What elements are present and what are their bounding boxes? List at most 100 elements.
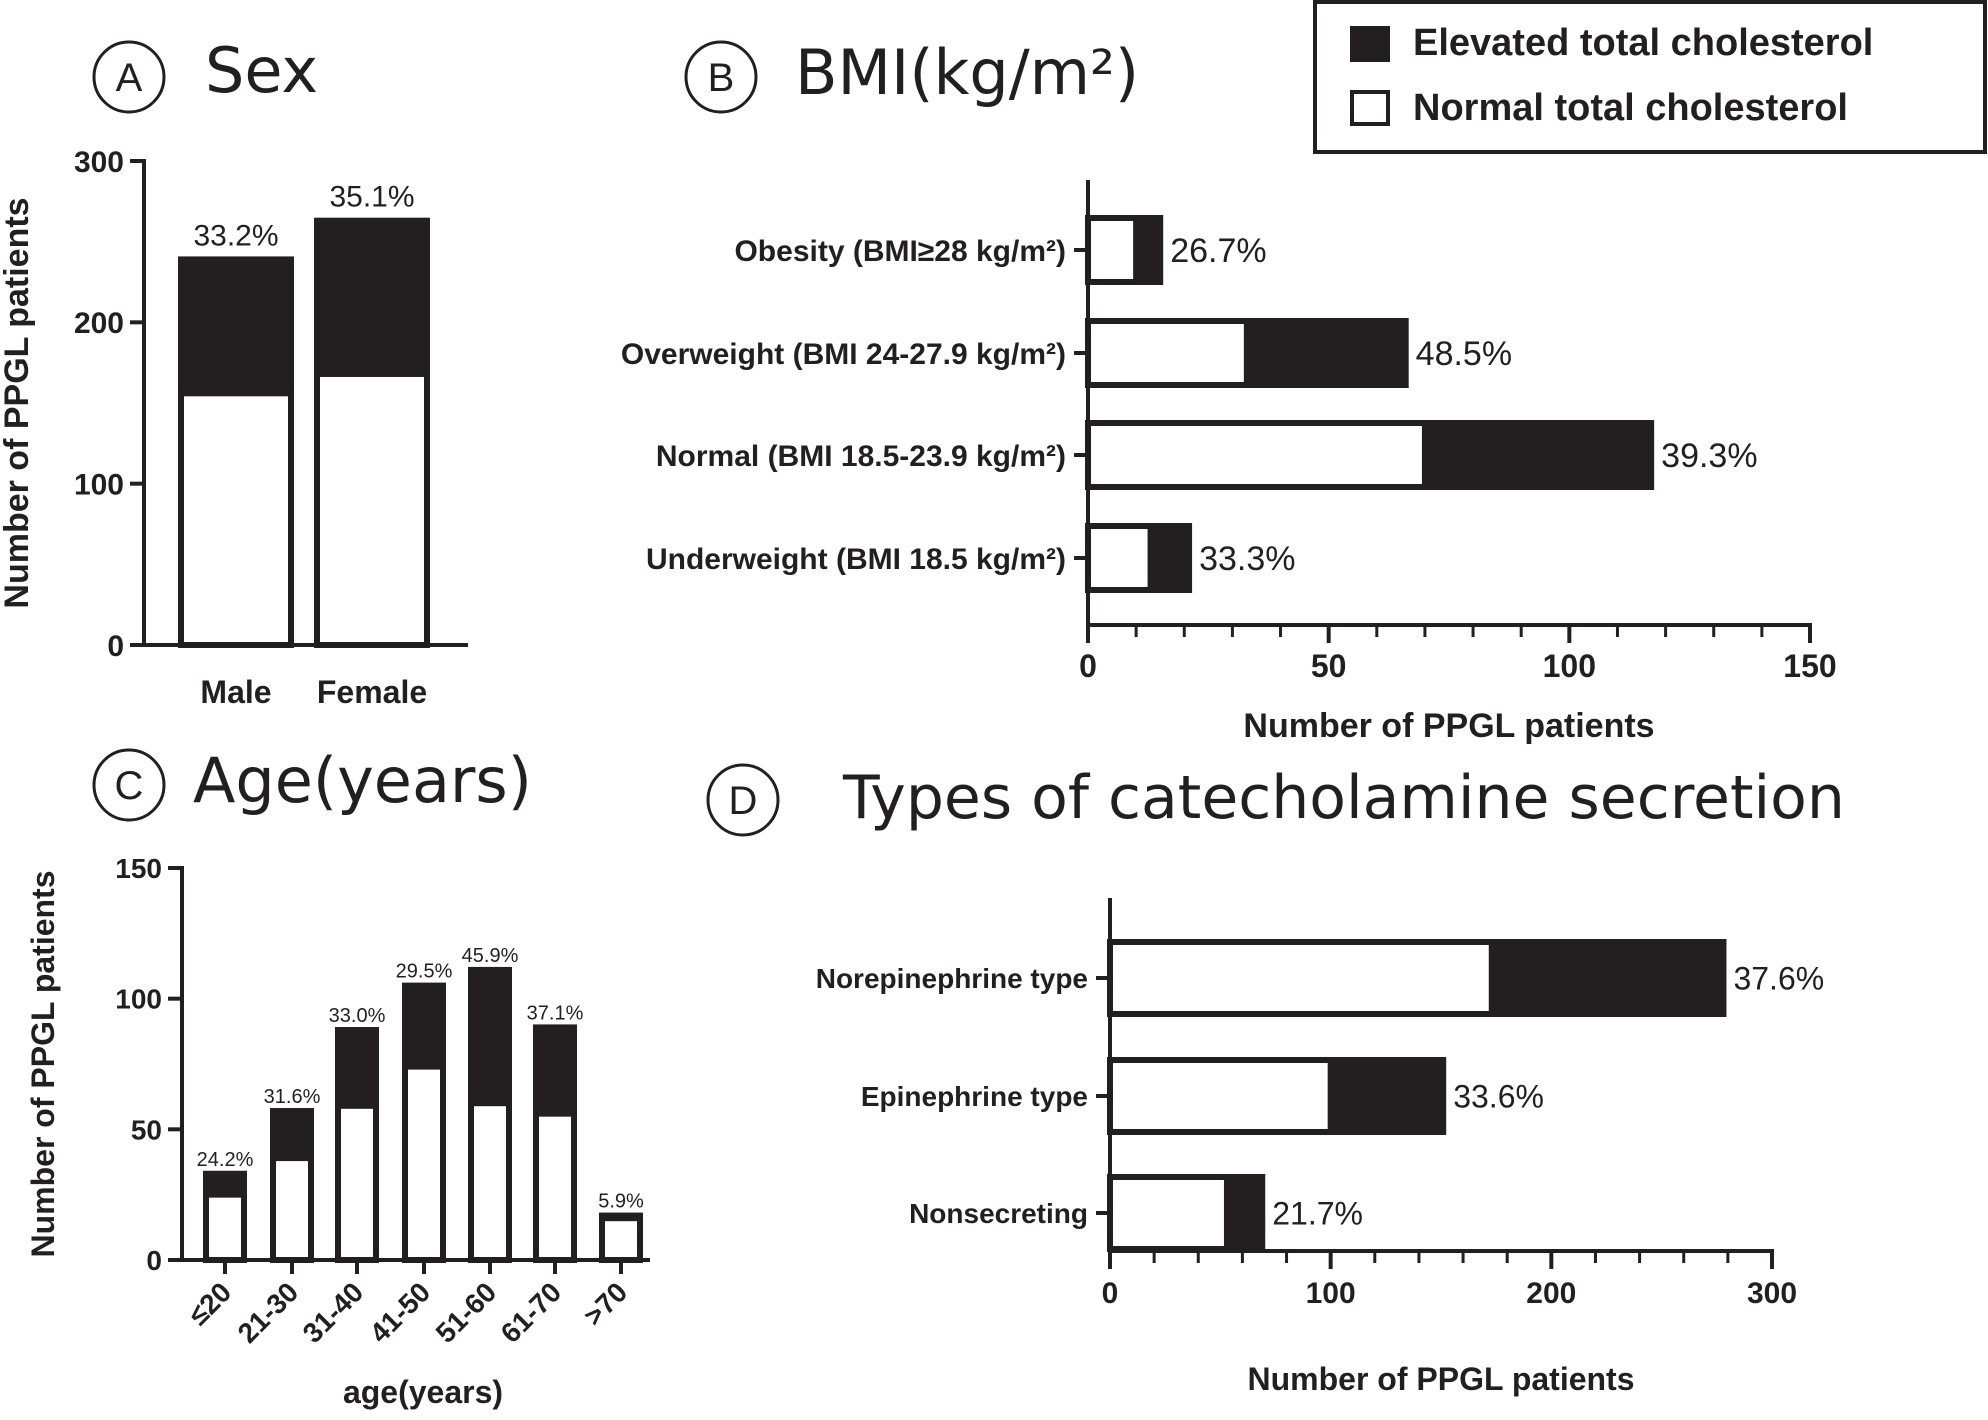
bar-elevated-21-30 — [270, 1108, 314, 1162]
bar-elevated-51-60 — [468, 966, 512, 1107]
bar-normal-41-50 — [402, 1063, 446, 1263]
bar-percent-label: 33.3% — [1199, 540, 1295, 578]
bar-percent-label: 45.9% — [462, 945, 519, 967]
y-tick-label: 200 — [74, 307, 124, 340]
x-tick-label: 0 — [1102, 1277, 1119, 1310]
y-axis-title: Number of PPGL patients — [25, 870, 61, 1257]
panel-b-letter: B — [708, 56, 735, 100]
bar-normal-underweight-bmi-18-5-kg-m — [1085, 523, 1154, 593]
panel-c-header: C Age(years) — [92, 744, 532, 822]
panel-a-letter: A — [116, 56, 143, 100]
panel-d-header: D Types of catecholamine secretion — [706, 763, 1845, 837]
bar-percent-label: 37.6% — [1733, 961, 1824, 997]
panel-b-header: B BMI(kg/m²) — [684, 36, 1139, 114]
panel-d-letter: D — [729, 779, 758, 823]
legend-label-normal: Normal total cholesterol — [1413, 87, 1848, 129]
chart-sex: 0 100 200 300 Number of PPGL patients 33.2% Ma… — [0, 146, 468, 710]
x-tick-label: 31-40 — [297, 1276, 370, 1349]
bar-percent-label: 24.2% — [197, 1149, 254, 1171]
bar-normal-51-60 — [468, 1100, 512, 1263]
bar-normal-female — [314, 370, 430, 648]
x-tick-label: Female — [317, 674, 427, 710]
bar-elevated-31-40 — [335, 1027, 379, 1109]
x-axis-title: Number of PPGL patients — [1243, 707, 1654, 745]
bar-elevated-epinephrine-type — [1327, 1057, 1447, 1135]
chart-bmi: 0 50 100 150 Number of PPGL patients 26.7% Obe… — [621, 180, 1837, 745]
bar-elevated-61-70 — [533, 1024, 577, 1117]
y-tick-label: 0 — [146, 1245, 162, 1276]
y-tick-label: Underweight (BMI 18.5 kg/m²) — [646, 543, 1066, 576]
y-tick-label: 150 — [115, 853, 162, 884]
y-tick-label: Epinephrine type — [861, 1081, 1088, 1112]
legend-swatch-normal — [1350, 90, 1390, 126]
bar-percent-label: 37.1% — [527, 1002, 584, 1024]
bar-percent-label: 33.6% — [1453, 1079, 1544, 1115]
y-tick-label: 50 — [131, 1114, 162, 1145]
bar-percent-label: 33.2% — [193, 219, 278, 252]
bar-elevated-20 — [203, 1170, 247, 1198]
y-tick-label: 100 — [74, 468, 124, 501]
x-axis-title: Number of PPGL patients — [1247, 1361, 1634, 1397]
bar-normal-70 — [599, 1215, 643, 1263]
y-tick-label: 300 — [74, 146, 124, 179]
bar-percent-label: 31.6% — [264, 1086, 321, 1108]
bar-percent-label: 33.0% — [329, 1005, 386, 1027]
panel-c-letter: C — [115, 764, 144, 808]
x-tick-label: 150 — [1783, 648, 1836, 684]
bar-elevated-male — [178, 256, 294, 397]
x-tick-label: 51-60 — [430, 1276, 503, 1349]
panel-a-title: Sex — [205, 34, 318, 107]
panel-c-circle — [92, 748, 166, 822]
bar-normal-20 — [203, 1191, 247, 1263]
bar-percent-label: 35.1% — [329, 181, 414, 214]
legend: Elevated total cholesterol Normal total … — [1313, 0, 1987, 154]
y-axis-title: Number of PPGL patients — [0, 197, 36, 608]
bar-normal-normal-bmi-18-5-23-9-kg-m — [1085, 420, 1428, 490]
x-axis-title: age(years) — [343, 1374, 503, 1410]
bar-percent-label: 29.5% — [396, 961, 453, 983]
bar-elevated-normal-bmi-18-5-23-9-kg-m — [1421, 420, 1655, 490]
panel-a-circle — [92, 40, 166, 114]
x-tick-label: >70 — [578, 1276, 634, 1332]
bar-percent-label: 39.3% — [1661, 437, 1757, 475]
bar-normal-61-70 — [533, 1110, 577, 1263]
chart-catecholamine: 0 100 200 300 Number of PPGL patients 37.6% No… — [816, 898, 1824, 1397]
bar-elevated-norepinephrine-type — [1488, 939, 1727, 1017]
y-tick-label: Norepinephrine type — [816, 963, 1088, 994]
bar-normal-male — [178, 390, 294, 648]
y-tick-label: 0 — [107, 630, 124, 663]
panel-c-title: Age(years) — [193, 744, 532, 817]
bar-elevated-overweight-bmi-24-27-9-kg-m — [1243, 318, 1409, 388]
bar-normal-21-30 — [270, 1155, 314, 1263]
bar-percent-label: 48.5% — [1416, 335, 1512, 373]
y-tick-label: Normal (BMI 18.5-23.9 kg/m²) — [656, 440, 1066, 473]
bar-normal-31-40 — [335, 1102, 379, 1264]
bar-percent-label: 5.9% — [598, 1191, 644, 1213]
panel-a-header: A Sex — [92, 34, 318, 114]
bar-elevated-underweight-bmi-18-5-kg-m — [1147, 523, 1193, 593]
panel-d-title: Types of catecholamine secretion — [842, 763, 1845, 833]
x-tick-label: 100 — [1306, 1277, 1356, 1310]
bar-normal-obesity-bmi-28-kg-m — [1085, 215, 1140, 285]
x-tick-label: 21-30 — [232, 1276, 305, 1349]
x-tick-label: 200 — [1526, 1277, 1576, 1310]
x-tick-label: 41-50 — [364, 1276, 437, 1349]
y-tick-label: Obesity (BMI≥28 kg/m²) — [734, 235, 1066, 268]
x-tick-label: 100 — [1543, 648, 1596, 684]
bar-normal-overweight-bmi-24-27-9-kg-m — [1085, 318, 1250, 388]
legend-label-elevated: Elevated total cholesterol — [1413, 22, 1873, 64]
bar-percent-label: 26.7% — [1170, 232, 1266, 270]
x-tick-label: Male — [200, 674, 271, 710]
y-tick-label: 100 — [115, 984, 162, 1015]
x-tick-label: 300 — [1747, 1277, 1797, 1310]
chart-age: 0 50 100 150 Number of PPGL patients 24.2% ≤20… — [25, 853, 650, 1410]
x-tick-label: 0 — [1079, 648, 1097, 684]
legend-swatch-elevated — [1350, 26, 1390, 62]
y-tick-label: Nonsecreting — [909, 1198, 1088, 1229]
bar-elevated-nonsecreting — [1223, 1174, 1266, 1252]
bar-normal-norepinephrine-type — [1107, 939, 1495, 1017]
bar-elevated-female — [314, 217, 430, 377]
x-tick-label: ≤20 — [182, 1276, 237, 1331]
bar-normal-nonsecreting — [1107, 1174, 1230, 1252]
